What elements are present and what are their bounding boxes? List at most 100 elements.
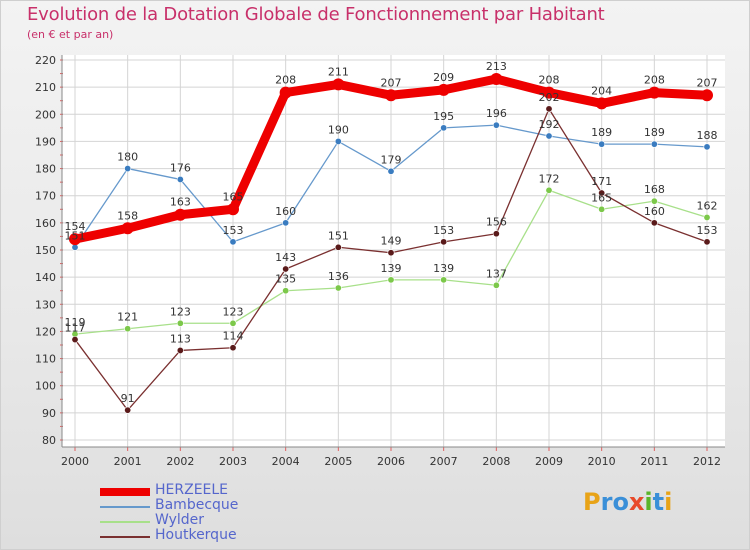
data-point-bambecque	[703, 143, 711, 151]
data-label-herzeele: 163	[170, 196, 191, 209]
x-tick-label: 2000	[61, 455, 89, 468]
data-label-houtkerque: 171	[591, 175, 612, 188]
data-point-bambecque	[650, 140, 658, 148]
data-point-wylder	[598, 205, 606, 213]
logo-letter: t	[652, 488, 665, 516]
data-label-houtkerque: 149	[381, 235, 402, 248]
data-point-wylder	[545, 186, 553, 194]
data-point-houtkerque	[545, 105, 553, 113]
y-tick-label: 170	[35, 190, 56, 203]
legend-swatch	[100, 536, 150, 538]
x-tick-label: 2010	[588, 455, 616, 468]
x-tick-label: 2012	[693, 455, 721, 468]
data-point-houtkerque	[598, 189, 606, 197]
logo-letter: i	[664, 488, 673, 516]
x-tick-label: 2011	[640, 455, 668, 468]
data-point-houtkerque	[176, 346, 184, 354]
data-point-bambecque	[440, 124, 448, 132]
data-label-houtkerque: 151	[328, 229, 349, 242]
legend-label: Bambecque	[155, 497, 239, 513]
legend-swatch	[100, 506, 150, 508]
data-point-herzeele	[332, 78, 345, 91]
data-label-bambecque: 179	[381, 153, 402, 166]
data-label-herzeele: 207	[697, 76, 718, 89]
data-point-bambecque	[334, 137, 342, 145]
logo-letter: P	[583, 488, 601, 516]
data-point-wylder	[650, 197, 658, 205]
data-point-houtkerque	[124, 406, 132, 414]
legend-item-herzeele: HERZEELE	[100, 482, 260, 499]
data-point-bambecque	[282, 219, 290, 227]
x-tick-label: 2003	[219, 455, 247, 468]
y-tick-label: 120	[35, 325, 56, 338]
data-label-houtkerque: 143	[275, 251, 296, 264]
data-label-houtkerque: 202	[539, 91, 560, 104]
y-tick-label: 150	[35, 244, 56, 257]
data-point-houtkerque	[387, 249, 395, 257]
data-label-wylder: 139	[381, 262, 402, 275]
data-label-wylder: 139	[433, 262, 454, 275]
data-label-bambecque: 190	[328, 123, 349, 136]
chart-title: Evolution de la Dotation Globale de Fonc…	[27, 4, 605, 25]
data-label-herzeele: 211	[328, 65, 349, 78]
data-point-herzeele	[279, 86, 292, 99]
logo-letter: r	[600, 488, 613, 516]
data-label-wylder: 162	[697, 199, 718, 212]
logo-letter: x	[628, 488, 645, 516]
data-point-herzeele	[385, 89, 397, 102]
y-tick-label: 110	[35, 353, 56, 366]
data-point-herzeele	[121, 222, 134, 235]
data-label-herzeele: 208	[539, 74, 560, 87]
data-label-wylder: 172	[539, 172, 560, 185]
data-point-houtkerque	[650, 219, 658, 227]
data-point-herzeele	[701, 89, 713, 102]
data-point-wylder	[492, 281, 500, 289]
data-label-bambecque: 192	[539, 118, 560, 131]
data-label-bambecque: 189	[591, 126, 612, 139]
proxiti-logo: Proxiti	[583, 488, 672, 516]
x-tick-label: 2006	[377, 455, 405, 468]
data-label-herzeele: 209	[433, 71, 454, 84]
x-tick-label: 2005	[324, 455, 352, 468]
data-label-herzeele: 154	[65, 220, 86, 233]
data-point-bambecque	[545, 132, 553, 140]
data-point-wylder	[334, 284, 342, 292]
logo-letter: i	[644, 488, 653, 516]
data-label-houtkerque: 114	[223, 330, 244, 343]
data-label-wylder: 119	[65, 316, 86, 329]
y-tick-label: 80	[42, 434, 56, 447]
legend-swatch	[100, 521, 150, 523]
data-point-wylder	[387, 276, 395, 284]
x-tick-label: 2007	[430, 455, 458, 468]
data-label-wylder: 136	[328, 270, 349, 283]
data-point-herzeele	[543, 86, 555, 99]
data-label-herzeele: 213	[486, 60, 507, 73]
y-tick-label: 200	[35, 108, 56, 121]
data-label-houtkerque: 113	[170, 332, 191, 345]
x-tick-label: 2009	[535, 455, 563, 468]
x-tick-label: 2001	[114, 455, 142, 468]
y-tick-label: 140	[35, 271, 56, 284]
data-label-wylder: 123	[170, 305, 191, 318]
data-point-houtkerque	[703, 238, 711, 246]
x-tick-label: 2002	[166, 455, 194, 468]
data-label-wylder: 168	[644, 183, 665, 196]
data-point-herzeele	[174, 208, 187, 221]
data-label-wylder: 123	[223, 305, 244, 318]
data-point-wylder	[124, 325, 132, 333]
data-point-houtkerque	[282, 265, 290, 273]
data-label-bambecque: 180	[117, 151, 138, 164]
data-point-bambecque	[124, 165, 132, 173]
y-tick-label: 130	[35, 298, 56, 311]
data-point-houtkerque	[71, 336, 79, 344]
data-point-wylder	[229, 319, 237, 327]
data-label-bambecque: 160	[275, 205, 296, 218]
y-tick-label: 210	[35, 81, 56, 94]
legend-item-houtkerque: Houtkerque	[100, 527, 260, 544]
data-point-bambecque	[229, 238, 237, 246]
legend-label: HERZEELE	[155, 482, 229, 498]
data-label-houtkerque: 153	[697, 224, 718, 237]
data-label-bambecque: 189	[644, 126, 665, 139]
data-point-houtkerque	[229, 344, 237, 352]
